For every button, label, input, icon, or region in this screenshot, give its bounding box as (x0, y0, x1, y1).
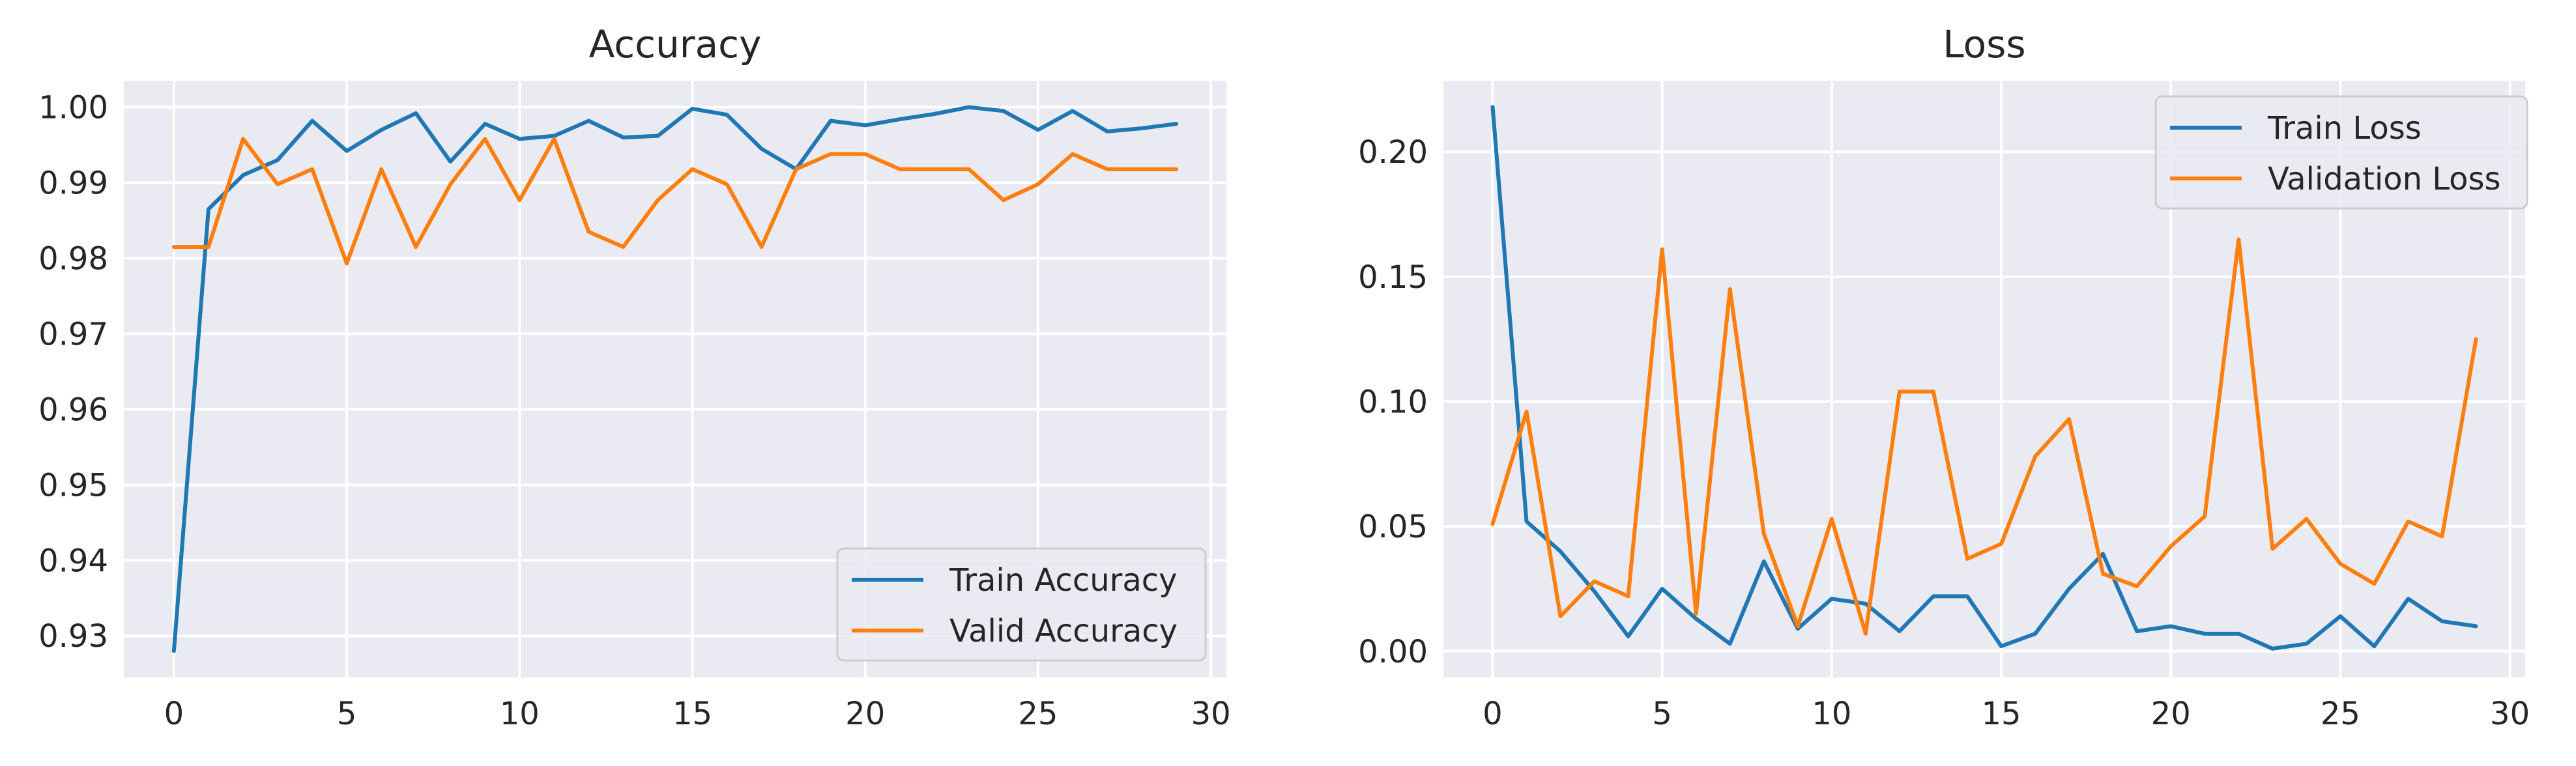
loss-y-tick-label: 0.10 (1358, 384, 1428, 420)
accuracy-series-line-2 (171, 137, 1179, 266)
loss-x-tick-label: 5 (1652, 696, 1672, 732)
accuracy-x-tick-label: 25 (1018, 696, 1058, 732)
loss-chart-title: Loss (1943, 22, 2025, 66)
accuracy-y-tick-label: 0.95 (38, 467, 108, 504)
accuracy-y-tick-label: 0.96 (38, 391, 108, 428)
accuracy-y-tick-label: 0.97 (38, 316, 108, 352)
accuracy-chart-title: Accuracy (589, 22, 762, 66)
accuracy-legend: Train Accuracy Valid Accuracy (836, 547, 1207, 662)
loss-legend-label: Train Loss (2267, 110, 2422, 147)
accuracy-x-tick-label: 5 (337, 696, 357, 732)
accuracy-x-tick-label: 20 (845, 696, 885, 732)
accuracy-y-tick-label: 0.99 (38, 165, 108, 202)
loss-x-tick-label: 0 (1483, 696, 1503, 732)
loss-legend-box (2154, 95, 2528, 210)
loss-series-line-1 (1490, 105, 2478, 651)
loss-x-tick-label: 20 (2151, 696, 2191, 732)
loss-series-line-2 (1490, 237, 2478, 636)
loss-y-tick-label: 0.20 (1358, 134, 1428, 171)
loss-legend: Train Loss Validation Loss (2154, 95, 2528, 210)
accuracy-chart: 0 5 10 15 20 25 30 0.93 0.94 0.95 0.96 0.97 0.98 0.99… (38, 22, 1231, 732)
loss-x-tick-label: 30 (2490, 696, 2530, 732)
accuracy-x-tick-label: 10 (500, 696, 540, 732)
accuracy-y-tick-label: 0.93 (38, 618, 108, 655)
accuracy-legend-label: Train Accuracy (949, 562, 1178, 599)
loss-x-tick-label: 15 (1981, 696, 2021, 732)
accuracy-y-tick-label: 1.00 (38, 90, 108, 126)
accuracy-y-tick-label: 0.98 (38, 240, 108, 277)
loss-legend-label: Validation Loss (2268, 161, 2501, 197)
accuracy-x-tick-label: 30 (1191, 696, 1231, 732)
accuracy-x-tick-label: 15 (673, 696, 712, 732)
accuracy-legend-box (836, 547, 1207, 662)
loss-chart: 0 5 10 15 20 25 30 0.00 0.05 0.10 0.15 0.20 Loss Trai… (1358, 22, 2530, 732)
accuracy-series-line-1 (171, 105, 1179, 653)
loss-y-tick-label: 0.05 (1358, 509, 1428, 545)
accuracy-x-tick-label: 0 (164, 696, 184, 732)
loss-y-tick-label: 0.15 (1358, 259, 1428, 296)
loss-x-tick-label: 25 (2321, 696, 2360, 732)
accuracy-y-tick-label: 0.94 (38, 543, 108, 579)
loss-y-tick-label: 0.00 (1358, 634, 1428, 670)
loss-x-tick-label: 10 (1812, 696, 1851, 732)
accuracy-legend-label: Valid Accuracy (949, 613, 1178, 649)
